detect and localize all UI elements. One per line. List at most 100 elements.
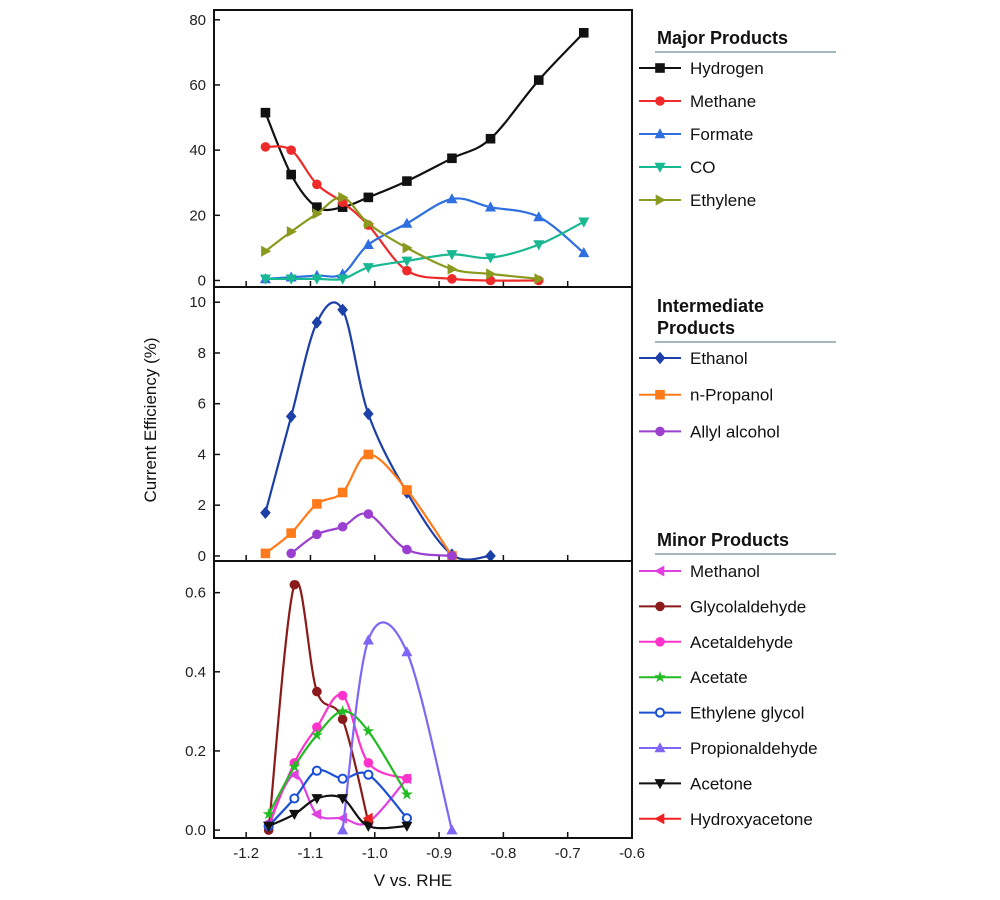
data-point <box>312 529 322 540</box>
legend-label: Ethylene glycol <box>690 704 804 723</box>
data-point <box>286 528 296 538</box>
data-point <box>285 274 297 285</box>
y-tick-label: 2 <box>198 497 206 514</box>
data-point <box>288 760 301 772</box>
x-tick-label: -0.8 <box>490 845 516 862</box>
legend-marker <box>654 162 666 173</box>
legend-label: Ethylene <box>690 191 756 210</box>
data-point <box>260 506 271 519</box>
data-point <box>337 824 349 835</box>
chart-panels: 0 20 40 60 80 0 2 4 6 8 10 0.0 0.2 0.4 0.6 <box>185 9 633 839</box>
data-point <box>312 686 322 697</box>
data-point <box>337 521 348 532</box>
series-line-methane <box>265 145 539 282</box>
data-point <box>362 634 374 645</box>
plot-frame-minor-products <box>213 560 633 839</box>
legend-item-ethylene: Ethylene <box>639 191 756 210</box>
series-hydrogen <box>260 28 589 212</box>
plot-frame-major-products <box>213 9 633 288</box>
data-point <box>262 808 275 820</box>
series-co <box>259 217 590 285</box>
legend-marker <box>655 426 665 437</box>
legend-heading: Major Products <box>657 28 788 48</box>
data-point <box>337 487 348 498</box>
data-point <box>401 256 413 267</box>
series-ethanol <box>260 301 496 563</box>
data-point <box>363 758 374 768</box>
data-point <box>402 544 412 555</box>
data-point <box>259 274 271 285</box>
panel-intermediate-products: 0 2 4 6 8 10 <box>189 286 633 565</box>
series-ethylene-glycol <box>263 765 413 832</box>
legend-marker <box>654 671 666 683</box>
y-tick-label: 60 <box>189 77 206 94</box>
series-propionaldehyde <box>337 621 458 835</box>
legend-marker <box>655 63 665 73</box>
legend-marker <box>654 779 666 790</box>
y-tick-label: 0.2 <box>185 743 206 760</box>
data-point <box>401 821 413 832</box>
y-tick-label: 20 <box>189 207 206 224</box>
data-point <box>578 247 590 258</box>
data-point <box>362 263 374 274</box>
y-tick-label: 40 <box>189 142 206 159</box>
legend-label: Allyl alcohol <box>690 422 780 441</box>
x-axis-title: V vs. RHE <box>374 871 452 890</box>
data-point <box>533 240 545 251</box>
y-tick-label: 10 <box>189 294 206 311</box>
data-point <box>338 191 349 203</box>
legend-label: Glycolaldehyde <box>690 597 806 616</box>
legend-heading: Products <box>657 318 735 338</box>
data-point <box>401 813 413 824</box>
data-point <box>533 75 544 85</box>
legend-label: Acetate <box>690 668 748 687</box>
data-point <box>402 485 412 495</box>
legend-marker <box>655 194 666 206</box>
data-point <box>337 714 348 725</box>
data-point <box>447 274 457 284</box>
data-point <box>363 192 374 203</box>
legend-label: Ethanol <box>690 349 748 368</box>
data-point <box>337 303 348 317</box>
x-tick-label: -1.1 <box>298 845 324 862</box>
data-point <box>401 646 413 657</box>
series-ethylene <box>261 191 545 285</box>
data-point <box>336 705 349 717</box>
data-point <box>312 208 323 220</box>
data-point <box>402 176 412 186</box>
y-tick-label: 8 <box>198 345 206 362</box>
data-point <box>362 821 374 832</box>
data-point <box>401 788 413 800</box>
legend-heading: Minor Products <box>657 530 789 550</box>
series-hydroxyacetone <box>362 812 373 824</box>
data-point <box>402 773 412 784</box>
x-tick-label: -0.6 <box>619 845 645 862</box>
data-point <box>578 217 590 228</box>
x-tick-label: -0.7 <box>555 845 581 862</box>
legend-marker <box>655 637 665 647</box>
y-axis-title: Current Efficiency (%) <box>141 337 160 502</box>
y-tick-label: 0 <box>198 272 206 289</box>
legend-marker <box>655 389 665 400</box>
legend-item-formate: Formate <box>639 125 753 144</box>
series-acetate <box>262 705 413 820</box>
data-point <box>286 548 296 559</box>
legend-label: Hydroxyacetone <box>690 810 813 829</box>
data-point <box>261 245 272 257</box>
series-methane <box>260 142 544 286</box>
data-point <box>311 765 322 776</box>
data-point <box>446 250 458 261</box>
series-allyl-alcohol <box>286 509 457 561</box>
legend-label: Methanol <box>690 562 760 581</box>
series-line-glycolaldehyde <box>267 580 370 831</box>
legend-item-co: CO <box>639 158 716 177</box>
legend-item-hydroxyacetone: Hydroxyacetone <box>639 810 813 829</box>
legend-item-acetaldehyde: Acetaldehyde <box>639 633 793 652</box>
series-line-formate <box>265 197 585 280</box>
data-point <box>311 728 323 741</box>
legend-label: CO <box>690 158 716 177</box>
data-point <box>447 263 458 275</box>
data-point <box>286 169 296 180</box>
legend-marker <box>654 128 666 139</box>
legend-label: Acetaldehyde <box>690 633 793 652</box>
